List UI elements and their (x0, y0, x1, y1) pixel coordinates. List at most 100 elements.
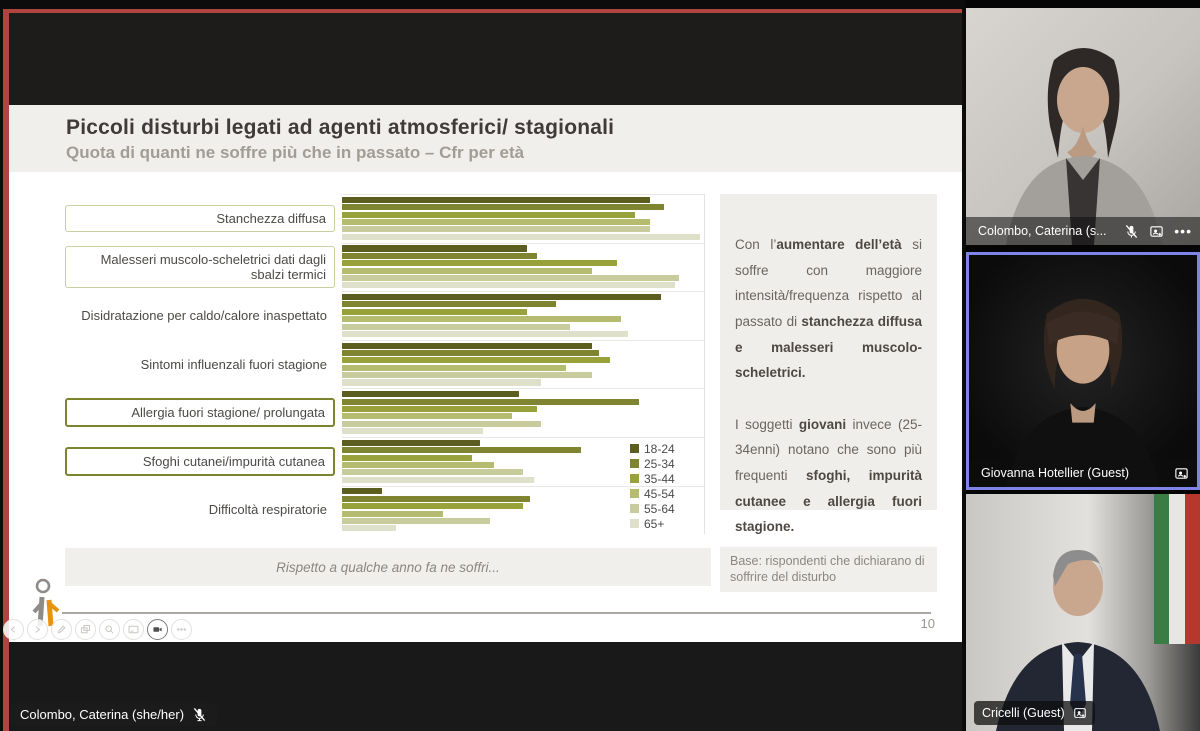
next-icon[interactable] (27, 619, 48, 640)
pen-icon[interactable] (51, 619, 72, 640)
bar-65+ (342, 233, 701, 240)
camera-icon[interactable] (147, 619, 168, 640)
shared-slide: Piccoli disturbi legati ad agenti atmosf… (3, 13, 962, 731)
bar-35-44 (342, 308, 527, 315)
bar-18-24 (342, 439, 480, 446)
bar-45-54 (342, 267, 592, 274)
participants-panel: Colombo, Caterina (s... ••• (966, 0, 1200, 731)
category-label: Sfoghi cutanei/impurità cutanea (65, 446, 335, 476)
bar-18-24 (342, 488, 382, 495)
fit-to-frame-icon[interactable] (1174, 466, 1189, 481)
participant-name: Colombo, Caterina (s... (978, 224, 1107, 238)
footer-note: Rispetto a qualche anno fa ne soffri... (276, 559, 500, 575)
bar-track (342, 242, 705, 292)
page-title: Piccoli disturbi legati ad agenti atmosf… (66, 116, 615, 139)
bar-45-54 (342, 316, 621, 323)
bar-25-34 (342, 204, 665, 211)
participant-tile-hotellier[interactable]: Giovanna Hotellier (Guest) (966, 252, 1200, 490)
participant-name-chip: Cricelli (Guest) (974, 701, 1095, 725)
bar-55-64 (342, 323, 571, 330)
page-subtitle: Quota di quanti ne soffre più che in pas… (66, 143, 525, 162)
captions-icon[interactable] (123, 619, 144, 640)
bar-18-24 (342, 391, 520, 398)
bar-25-34 (342, 398, 639, 405)
slides-icon[interactable] (75, 619, 96, 640)
legend-swatch (630, 474, 639, 483)
category-label: Difficoltà respiratorie (208, 502, 327, 518)
bar-track (342, 291, 705, 340)
slide-title-band: Piccoli disturbi legati ad agenti atmosf… (9, 105, 962, 172)
previous-icon[interactable] (3, 619, 24, 640)
person-logo-icon (32, 578, 60, 627)
participant-name: Giovanna Hotellier (Guest) (981, 466, 1129, 480)
mic-off-icon (193, 707, 206, 722)
bar-65+ (342, 525, 397, 532)
bar-group: Sintomi influenzali fuori stagione (65, 339, 713, 389)
bar-45-54 (342, 218, 650, 226)
fit-to-frame-icon[interactable] (1073, 706, 1087, 720)
bar-track (342, 388, 705, 437)
bar-25-34 (342, 349, 600, 357)
category-label: Sintomi influenzali fuori stagione (140, 356, 327, 372)
presenter-name-chip: Colombo, Caterina (she/her) (10, 703, 218, 726)
page-number: 10 (920, 616, 935, 631)
legend-swatch (630, 489, 639, 498)
legend-swatch (630, 459, 639, 468)
screen-share-area: Piccoli disturbi legati ad agenti atmosf… (3, 9, 962, 731)
zoom-icon[interactable] (99, 619, 120, 640)
participant-video (1006, 48, 1162, 245)
legend-swatch (630, 444, 639, 453)
fit-to-frame-icon[interactable] (1149, 224, 1164, 239)
mic-off-icon (1126, 224, 1138, 238)
legend-swatch (630, 504, 639, 513)
legend-item: 25-34 (630, 456, 675, 471)
bar-track (342, 485, 705, 535)
bar-group: Disidratazione per caldo/calore inaspett… (65, 291, 713, 340)
bar-18-24 (342, 294, 661, 301)
bar-25-34 (342, 301, 556, 308)
legend-label: 18-24 (644, 441, 675, 456)
bar-55-64 (342, 469, 523, 476)
bar-group: Malesseri muscolo-scheletrici dati dagli… (65, 242, 713, 292)
bar-35-44 (342, 454, 473, 461)
bar-18-24 (342, 342, 592, 349)
italian-flag (1154, 494, 1200, 644)
legend-item: 35-44 (630, 471, 675, 486)
legend-item: 45-54 (630, 486, 675, 501)
more-icon[interactable] (171, 619, 192, 640)
bar-35-44 (342, 405, 538, 413)
bar-65+ (342, 428, 484, 435)
legend-label: 55-64 (644, 501, 675, 516)
legend-label: 65+ (644, 516, 665, 531)
commentary-panel: Con l’aumentare dell’età si soffre con m… (720, 194, 937, 534)
bar-55-64 (342, 517, 491, 524)
presenter-name: Colombo, Caterina (she/her) (20, 707, 185, 722)
bar-45-54 (342, 461, 495, 468)
bar-65+ (342, 379, 542, 386)
bar-45-54 (342, 364, 567, 371)
bar-45-54 (342, 510, 444, 517)
bar-55-64 (342, 372, 592, 379)
bar-group: Difficoltà respiratorie (65, 485, 713, 535)
bar-55-64 (342, 274, 679, 281)
slide-divider (62, 612, 931, 614)
legend-label: 35-44 (644, 471, 675, 486)
legend-swatch (630, 519, 639, 528)
bar-55-64 (342, 420, 542, 427)
participant-name-bar: Colombo, Caterina (s... ••• (966, 217, 1200, 245)
bar-18-24 (342, 196, 650, 203)
slide-controls (3, 619, 192, 640)
chart-legend: 18-24 25-34 35-44 45-54 55-64 65+ (630, 441, 675, 531)
more-options-icon[interactable]: ••• (1174, 223, 1192, 239)
bar-65+ (342, 282, 676, 289)
bar-35-44 (342, 503, 523, 510)
bar-45-54 (342, 413, 513, 420)
bar-18-24 (342, 245, 527, 252)
participant-tile-cricelli[interactable]: Cricelli (Guest) (966, 494, 1200, 731)
footer-note-strip: Rispetto a qualche anno fa ne soffri... (65, 548, 711, 586)
bar-55-64 (342, 226, 650, 233)
participant-tile-colombo[interactable]: Colombo, Caterina (s... ••• (966, 8, 1200, 245)
participant-name-bar: Giovanna Hotellier (Guest) (969, 459, 1197, 487)
slide-body: Stanchezza diffusa Malesseri muscolo-sche… (3, 172, 962, 642)
